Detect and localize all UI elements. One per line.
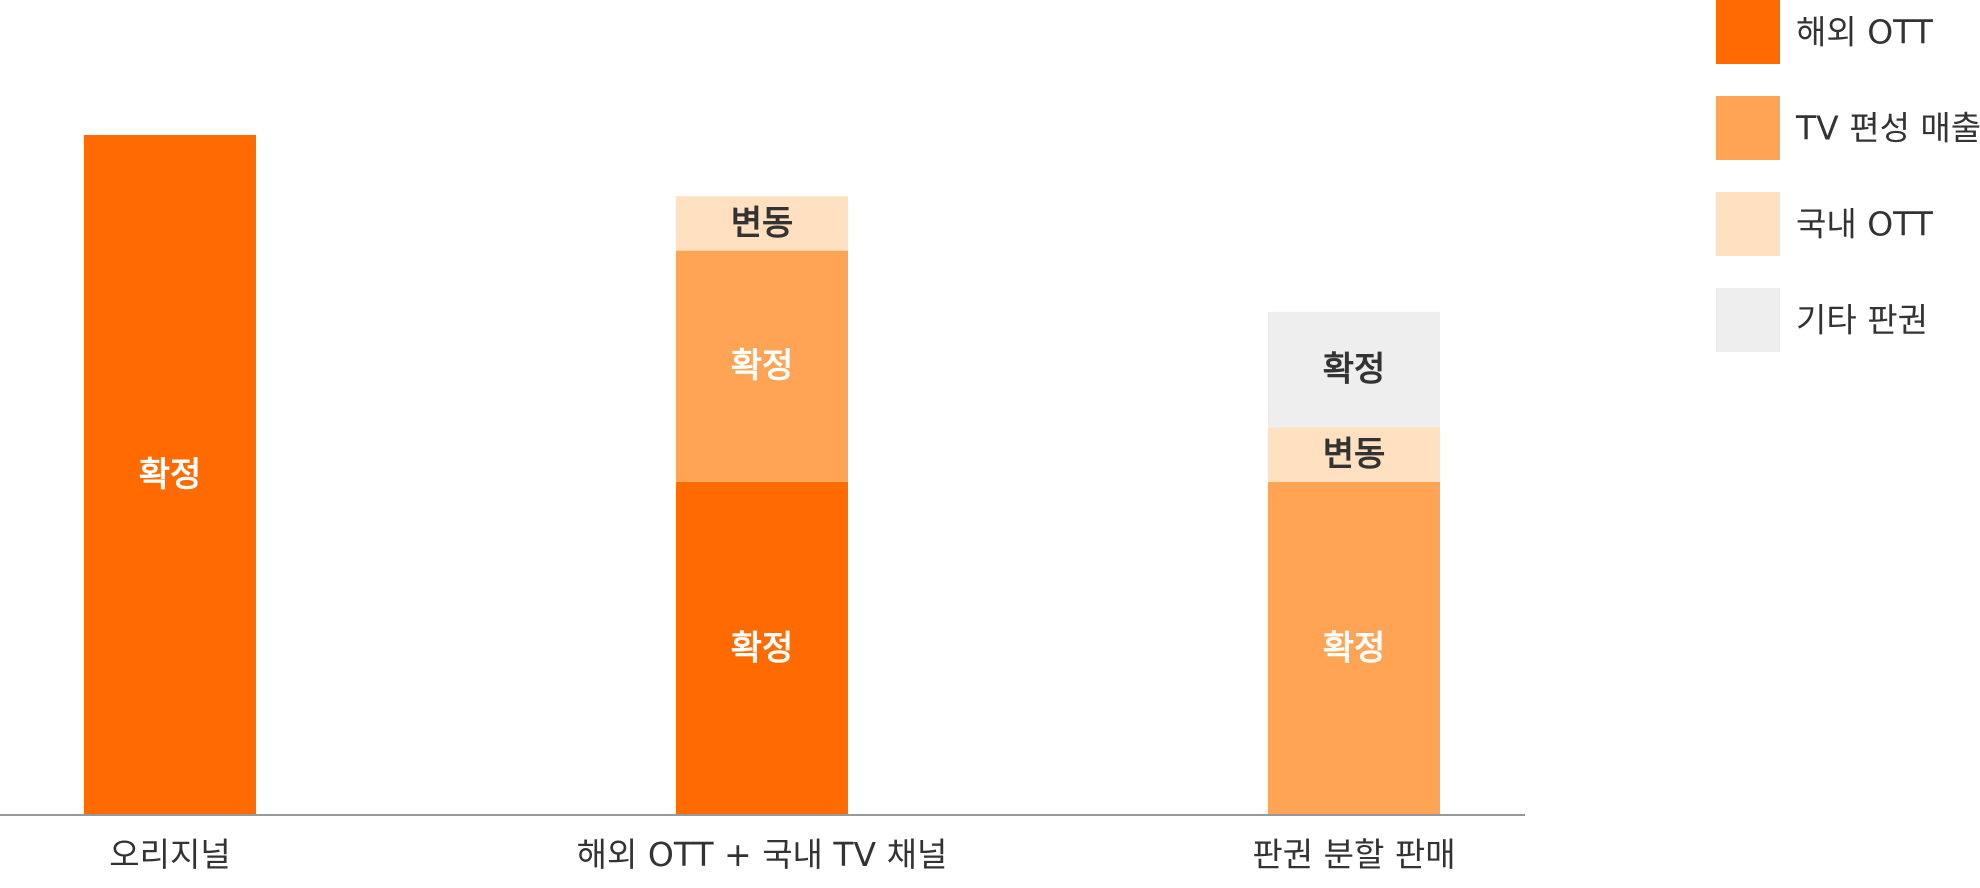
legend-swatch-2 [1716, 192, 1780, 256]
bar-segment-label-2-2: 변동 [1323, 435, 1386, 475]
legend-label-2: 국내 OTT [1796, 205, 1934, 244]
bar-segment-label-1-0: 확정 [731, 628, 794, 668]
bar-segment-label-0-0: 확정 [139, 455, 202, 495]
legend-swatch-0 [1716, 0, 1780, 64]
category-label-1: 해외 OTT + 국내 TV 채널 [577, 835, 948, 874]
legend-swatch-1 [1716, 96, 1780, 160]
bar-segment-label-1-1: 확정 [731, 346, 794, 386]
bar-segment-label-2-1: 확정 [1323, 628, 1386, 668]
legend-label-0: 해외 OTT [1796, 13, 1934, 52]
legend-label-3: 기타 판권 [1796, 301, 1928, 340]
legend-label-1: TV 편성 매출 [1795, 109, 1980, 148]
bar-segment-label-2-3: 확정 [1323, 350, 1386, 390]
bar-segment-label-1-2: 변동 [731, 203, 794, 243]
category-labels: 오리지널 해외 OTT + 국내 TV 채널 판권 분할 판매 [109, 835, 1455, 874]
legend-swatch-3 [1716, 288, 1780, 352]
category-label-2: 판권 분할 판매 [1252, 835, 1455, 874]
category-label-0: 오리지널 [109, 835, 230, 874]
